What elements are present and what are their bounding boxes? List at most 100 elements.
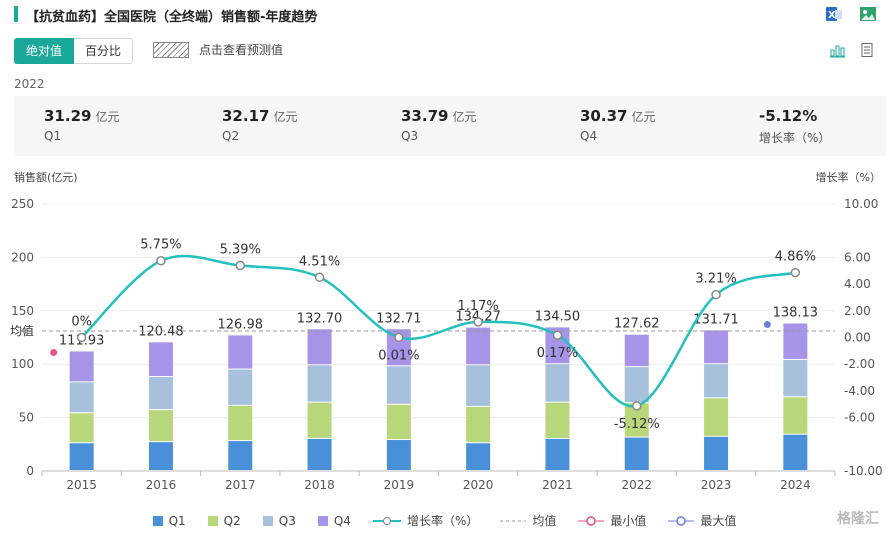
tab-percent[interactable]: 百分比 <box>74 38 134 64</box>
growth-point <box>473 317 483 327</box>
image-export-icon[interactable] <box>859 5 877 23</box>
bar-q3 <box>466 365 491 406</box>
growth-line <box>80 254 796 408</box>
max-marker <box>763 320 771 328</box>
growth-point <box>790 267 801 278</box>
bar-q2 <box>228 405 253 441</box>
growth-label: -5.12% <box>614 417 660 432</box>
export-toolbar: X <box>825 5 877 23</box>
legend-label: 增长率（%） <box>406 514 479 528</box>
growth-point <box>552 330 563 340</box>
summary-year: 2022 <box>14 77 45 91</box>
legend-label: Q3 <box>278 513 296 528</box>
x-tick-label: 2021 <box>542 478 573 492</box>
y-tick-label: 250 <box>11 197 34 211</box>
total-label: 126.98 <box>218 317 264 332</box>
growth-label: 0.17% <box>537 346 578 361</box>
legend-item-q4[interactable]: Q4 <box>317 512 351 529</box>
y2-tick-label: 6.00 <box>844 250 871 264</box>
y2-tick-label: -4.00 <box>844 384 875 398</box>
x-tick-label: 2018 <box>304 478 335 492</box>
hatch-pattern-icon <box>153 41 189 58</box>
bar-q2 <box>69 413 94 443</box>
min-marker <box>50 348 58 356</box>
summary-q4: 30.37 亿元 Q4 <box>580 107 656 143</box>
total-label: 134.50 <box>535 309 581 324</box>
bar-q4 <box>307 329 332 365</box>
legend-item-min[interactable]: 最小值 <box>578 512 646 529</box>
growth-label: 1.17% <box>457 299 498 314</box>
growth-label: 3.21% <box>695 272 736 287</box>
legend-label: 最大值 <box>700 514 737 528</box>
x-tick-label: 2019 <box>384 478 415 492</box>
legend-item-q1[interactable]: Q1 <box>152 512 186 529</box>
bar-q3 <box>545 364 570 402</box>
legend-label: Q1 <box>168 513 186 528</box>
y2-tick-label: 2.00 <box>844 304 871 318</box>
bar-q2 <box>545 402 570 438</box>
x-tick-label: 2020 <box>463 478 494 492</box>
growth-label: 5.75% <box>140 238 181 253</box>
legend-label: Q2 <box>223 513 241 528</box>
legend-item-mean[interactable]: 均值 <box>500 512 556 529</box>
x-tick-label: 2023 <box>701 478 732 492</box>
growth-point <box>314 272 325 283</box>
summary-q1: 31.29 亿元 Q1 <box>44 107 120 143</box>
growth-point <box>235 260 245 271</box>
growth-point <box>632 401 642 411</box>
bar-q1 <box>307 438 332 470</box>
x-tick-label: 2022 <box>621 478 652 492</box>
x-tick-label: 2024 <box>780 478 811 492</box>
tab-absolute[interactable]: 绝对值 <box>14 38 75 64</box>
total-label: 127.62 <box>614 317 660 332</box>
bar-q2 <box>783 397 808 434</box>
bar-q2 <box>307 402 332 438</box>
legend-item-q3[interactable]: Q3 <box>262 512 296 529</box>
bar-q4 <box>466 327 491 365</box>
svg-text:X: X <box>828 10 836 21</box>
y2-tick-label: 10.00 <box>844 197 878 211</box>
chart-legend: Q1 Q2 Q3 Q4 增长率（%） 均值 最小值 最大值 <box>0 512 889 529</box>
growth-point <box>394 332 404 343</box>
growth-label: 0% <box>71 315 92 330</box>
y-axis-title-left: 销售额(亿元) <box>14 171 78 184</box>
view-mode-tabs: 绝对值 百分比 <box>14 38 134 64</box>
table-icon[interactable] <box>859 42 877 60</box>
x-tick-label: 2015 <box>66 478 97 492</box>
y-axis-title-right: 增长率（%） <box>815 171 881 184</box>
bar-q2 <box>704 398 729 436</box>
bar-q4 <box>148 342 173 377</box>
bar-q3 <box>69 382 94 413</box>
bar-q1 <box>545 438 570 470</box>
bar-q4 <box>624 334 649 367</box>
legend-label: 最小值 <box>610 514 647 528</box>
y-tick-label: 0 <box>26 464 34 478</box>
legend-item-max[interactable]: 最大值 <box>668 512 736 529</box>
excel-export-icon[interactable]: X <box>825 5 843 23</box>
y2-tick-label: 4.00 <box>844 277 871 291</box>
bar-q2 <box>386 404 411 440</box>
forecast-toggle[interactable]: 点击查看预测值 <box>153 41 283 58</box>
y2-tick-label: 0.00 <box>844 331 871 345</box>
growth-point <box>76 332 87 343</box>
y2-tick-label: -10.00 <box>844 464 883 478</box>
legend-item-q2[interactable]: Q2 <box>207 512 241 529</box>
mean-marker-icon <box>20 327 26 334</box>
growth-point <box>156 255 166 266</box>
y-tick-label: 150 <box>11 304 34 318</box>
total-label: 131.71 <box>693 312 739 327</box>
total-label: 132.71 <box>376 311 422 326</box>
view-toolbar <box>829 42 877 60</box>
bar-q1 <box>386 440 411 470</box>
bar-q1 <box>624 437 649 470</box>
bar-q4 <box>228 335 253 369</box>
legend-item-growth[interactable]: 增长率（%） <box>372 512 479 529</box>
growth-point <box>711 289 721 300</box>
chart-title: 【抗贫血药】全国医院（全终端）销售额-年度趋势 <box>26 10 318 25</box>
y2-tick-label: -2.00 <box>844 357 875 371</box>
bar-chart-icon[interactable] <box>829 42 847 60</box>
total-label: 120.48 <box>138 324 184 339</box>
bar-q2 <box>466 406 491 443</box>
bar-q3 <box>783 359 808 397</box>
